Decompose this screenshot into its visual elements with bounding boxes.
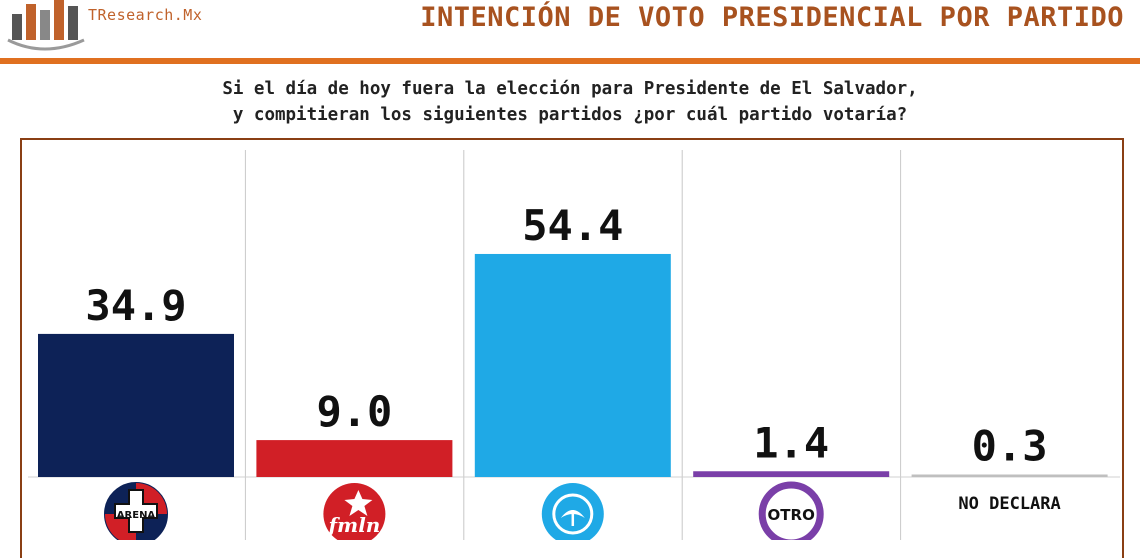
arena-logo-text: ARENA	[117, 510, 156, 521]
otro-circle-icon: OTRO	[758, 481, 824, 540]
brand-name: TResearch.Mx	[88, 6, 203, 24]
brand-logo: TResearch.Mx	[0, 0, 230, 56]
arena-logo-icon: ARENA	[104, 482, 168, 540]
bar-otro	[693, 471, 890, 477]
bar-value-label: 0.3	[972, 422, 1048, 471]
bar-value-label: 9.0	[316, 387, 392, 436]
survey-question-line-2: y compitieran los siguientes partidos ¿p…	[232, 105, 908, 125]
chart-frame	[20, 138, 1124, 558]
bar-fmln	[256, 440, 453, 477]
bar-no-declara	[911, 474, 1108, 477]
fmln-logo-text: fmln	[326, 513, 380, 537]
bar-chart: 34.9 9.0 54.4 1.4 0.3 ARENA fmln OTRO NO DECLARA	[28, 150, 1120, 540]
otro-label: OTRO	[768, 506, 815, 524]
bar-nuevas-ideas	[474, 253, 671, 477]
category-label-no-declara: NO DECLARA	[958, 494, 1060, 514]
header-divider	[0, 58, 1140, 64]
bar-chart-logo-icon	[7, 0, 85, 51]
survey-question: Si el día de hoy fuera la elección para …	[0, 76, 1140, 128]
nuevas-ideas-logo-icon	[541, 483, 604, 540]
bar-value-label: 34.9	[85, 281, 186, 330]
fmln-logo-icon: fmln	[323, 483, 386, 540]
survey-question-line-1: Si el día de hoy fuera la elección para …	[222, 79, 918, 99]
bar-value-label: 54.4	[522, 201, 623, 250]
bar-arena	[38, 333, 234, 477]
page-title: INTENCIÓN DE VOTO PRESIDENCIAL POR PARTI…	[420, 2, 1124, 33]
bar-value-label: 1.4	[753, 418, 829, 467]
